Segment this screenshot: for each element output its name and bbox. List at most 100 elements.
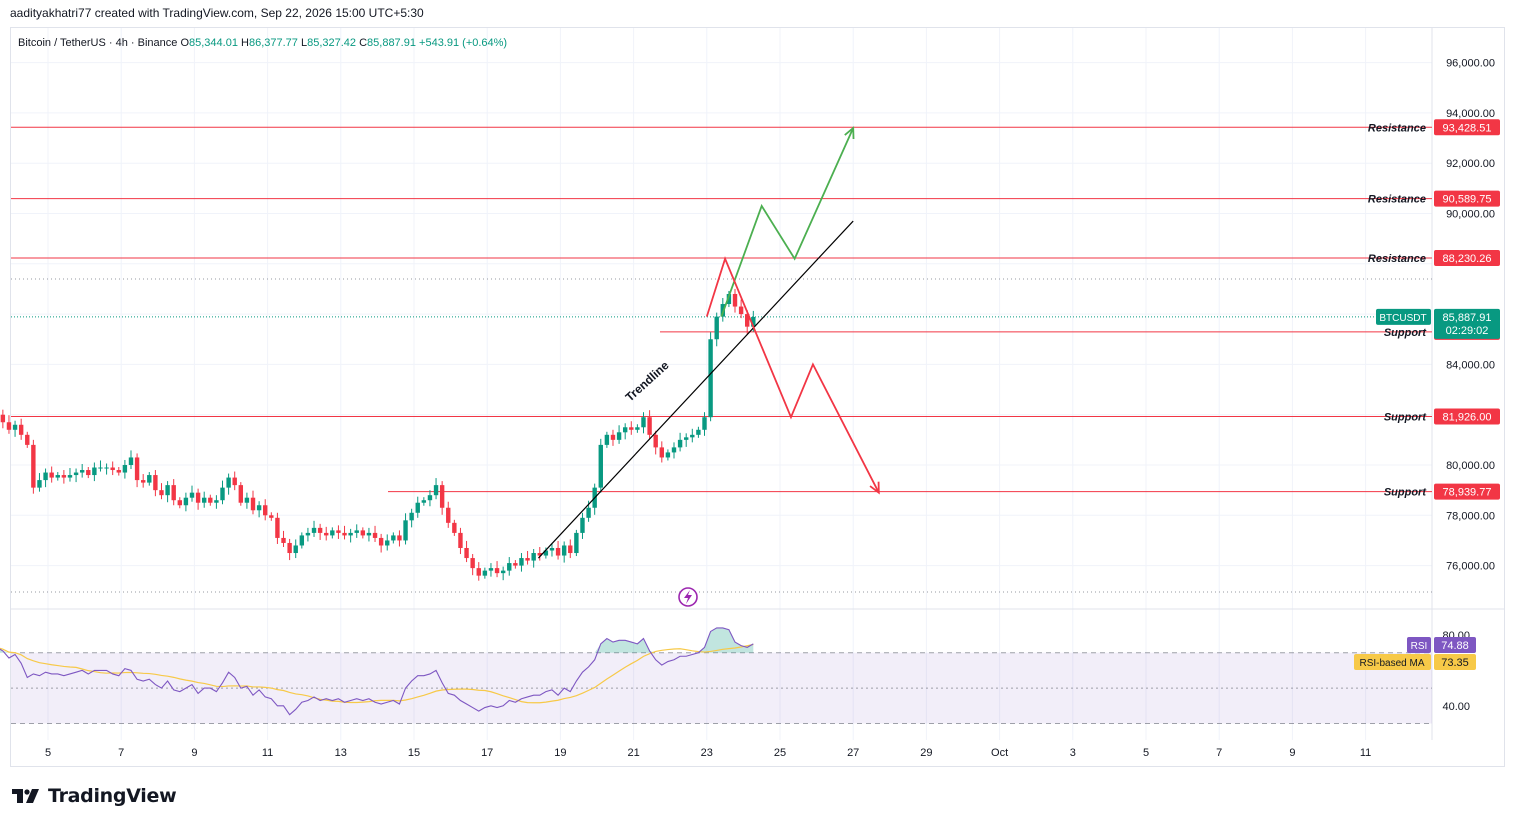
time-tick: 7 [118,747,124,759]
candle-body [287,542,292,554]
candle-body [348,532,353,536]
candle [140,474,146,488]
candle [269,512,274,521]
chart-caption: aadityakhatri77 created with TradingView… [10,6,424,20]
candle [622,423,628,440]
rsi-value-bg [1434,637,1476,653]
rsi-ma-line [0,643,754,704]
candle-body [439,485,445,508]
symbol-legend: Bitcoin / TetherUS · 4h · Binance O85,34… [18,37,507,49]
candle [159,483,164,500]
tradingview-logo[interactable]: TradingView [12,785,177,807]
candle [372,525,378,542]
candle-body [580,517,585,533]
candle [202,491,207,508]
candle [415,496,420,518]
candle-body [165,485,170,496]
candle-body [128,457,134,465]
candle-body [25,434,30,445]
candle [226,473,231,495]
candle-body [189,492,195,498]
time-tick: 9 [191,747,197,759]
candle-body [317,527,323,533]
candle-body [183,497,189,506]
candle [104,463,109,475]
candle [183,492,189,512]
candle [79,463,85,478]
candle-body [263,505,268,516]
legend-part: +543.91 (+0.64%) [419,37,507,49]
candle-body [598,444,603,488]
trendline-label: Trendline [623,358,672,404]
candle [659,441,664,463]
time-tick: 11 [262,747,273,759]
candle-body [427,495,433,501]
price-tick: 76,000.00 [1446,561,1495,573]
candle [433,478,439,500]
candle-body [238,485,244,503]
candle [311,520,317,537]
candle [177,497,182,509]
candle [360,527,366,539]
candle [513,560,518,569]
candle-body [12,424,18,430]
candle-body [671,447,677,453]
candle [189,485,195,502]
rsi-overbought-fill [0,627,754,653]
price-tick: 94,000.00 [1446,108,1495,120]
candle [37,473,42,492]
level-support: Support 81,926.00 [11,408,1500,425]
candle [25,431,30,448]
candle [397,530,402,547]
level-label: Support [1384,327,1427,339]
candle [604,431,610,448]
candle-body [586,507,591,518]
candle-body [745,314,750,327]
candle [482,567,488,579]
candle [616,425,622,444]
candle-body [49,472,54,478]
earnings-icon[interactable] [678,587,698,607]
level-price-tag [1434,250,1500,267]
candle-body [366,532,372,536]
candle-body [751,316,756,327]
rsi-ma-value-bg [1434,654,1476,670]
candle-body [305,532,311,536]
candle [488,563,494,577]
candle-body [140,480,146,483]
candle [439,481,445,515]
candle-body [116,470,121,473]
candle-body [647,417,652,435]
candle-body [354,530,359,533]
candle [220,480,225,505]
legend-part: 85,887.91 [367,37,419,49]
current-price-tag-bg [1434,308,1500,339]
price-tick: 80,000.00 [1446,460,1495,472]
candle [537,546,542,561]
level-price-tag [1434,408,1500,425]
candle-body [220,487,225,501]
level-resistance: Resistance 88,230.26 [11,250,1500,267]
countdown-timer: 02:29:02 [1446,325,1489,337]
candle [647,410,652,439]
candle [31,439,36,494]
candle [464,540,469,563]
candle-body [0,414,6,423]
candle-body [299,535,305,546]
candle [561,541,567,563]
candle [574,529,579,557]
candle [287,538,292,561]
level-price-label: 81,926.00 [1443,412,1492,424]
candle [317,523,323,540]
candle [629,421,634,435]
candle-body [330,530,335,536]
time-tick: 17 [481,747,493,759]
candle [598,438,603,493]
candle [336,525,341,539]
candle [275,512,280,544]
candle [354,524,359,538]
legend-part: C [359,37,367,49]
level-price-label: 90,589.75 [1443,194,1492,206]
